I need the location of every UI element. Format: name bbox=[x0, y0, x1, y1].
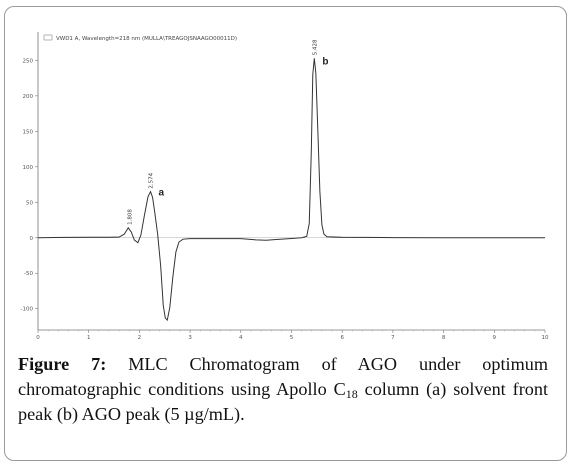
x-tick-label: 7 bbox=[391, 335, 395, 341]
y-tick-label: 200 bbox=[23, 94, 34, 100]
chromatogram-trace bbox=[37, 58, 545, 322]
y-tick-label: 100 bbox=[23, 165, 34, 171]
peak-letter: b bbox=[322, 56, 328, 67]
peak-annotations: 1.808 2.574 5.428 a b bbox=[127, 39, 328, 225]
x-tick-label: 3 bbox=[188, 335, 192, 341]
legend-text: VWD1 A, Wavelength=218 nm (MULLA\TREAGOJ… bbox=[56, 36, 237, 42]
caption-subscript: 18 bbox=[345, 387, 358, 401]
x-tick-label: 9 bbox=[493, 335, 497, 341]
x-tick-label: 0 bbox=[36, 335, 40, 341]
x-tick-label: 8 bbox=[442, 335, 446, 341]
chart-axes bbox=[37, 32, 545, 331]
figure-frame bbox=[4, 6, 567, 461]
x-tick-label: 2 bbox=[138, 335, 142, 341]
x-tick-label: 6 bbox=[340, 335, 344, 341]
caption-text-end: column (a) solvent front peak (b) AGO pe… bbox=[18, 379, 548, 424]
x-tick-label: 4 bbox=[239, 335, 243, 341]
chromatogram-chart: 0 1 2 3 4 5 6 7 8 9 10 -100 -50 0 50 100 150 200 250 VWD1 … bbox=[21, 32, 549, 341]
figure-caption: Figure 7: MLC Chromatogram of AGO under … bbox=[18, 352, 548, 427]
legend: VWD1 A, Wavelength=218 nm (MULLA\TREAGOJ… bbox=[43, 34, 237, 42]
y-tick-label: -100 bbox=[21, 307, 34, 313]
caption-text: MLC Chromatogram of AGO under optimum ch… bbox=[18, 354, 548, 399]
legend-swatch bbox=[43, 34, 53, 41]
y-tick-label: 250 bbox=[23, 58, 34, 64]
peak-label: 2.574 bbox=[149, 172, 155, 188]
caption-label: Figure 7: bbox=[18, 354, 107, 374]
peak-label: 5.428 bbox=[312, 39, 318, 55]
axis-ticks: 0 1 2 3 4 5 6 7 8 9 10 -100 -50 0 50 100 150 200 250 bbox=[21, 58, 549, 341]
y-tick-label: 150 bbox=[23, 129, 34, 135]
y-tick-label: 0 bbox=[30, 236, 34, 242]
peak-label: 1.808 bbox=[127, 209, 133, 225]
x-tick-label: 5 bbox=[290, 335, 294, 341]
y-tick-label: -50 bbox=[24, 271, 33, 277]
peak-letter: a bbox=[159, 188, 165, 199]
y-tick-label: 50 bbox=[26, 200, 33, 206]
x-tick-label: 1 bbox=[87, 335, 91, 341]
x-tick-label: 10 bbox=[542, 335, 549, 341]
